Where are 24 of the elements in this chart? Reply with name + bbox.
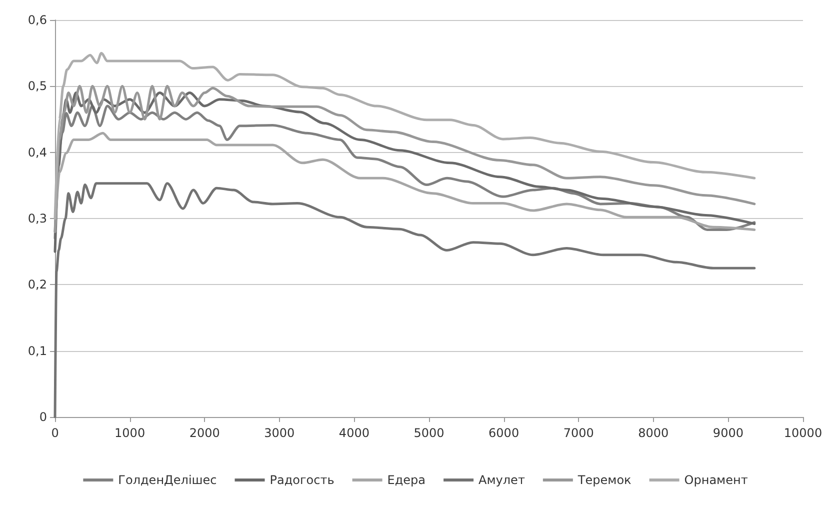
x-tick-label: 7000 <box>563 426 594 440</box>
x-tick-label: 2000 <box>189 426 220 440</box>
y-tick-label: 0,3 <box>28 212 47 226</box>
x-tick-label: 4000 <box>338 426 370 440</box>
legend-label: Радогость <box>270 473 334 487</box>
y-tick-label: 0,6 <box>28 13 47 27</box>
x-tick-label: 6000 <box>488 426 520 440</box>
legend-label: ГолденДелішес <box>118 473 217 487</box>
legend-label: Орнамент <box>684 473 748 487</box>
legend-label: Едера <box>387 473 426 487</box>
x-tick-label: 1000 <box>114 426 146 440</box>
y-tick-label: 0,1 <box>28 344 47 358</box>
legend-label: Амулет <box>478 473 525 487</box>
x-tick-label: 3000 <box>264 426 295 440</box>
y-tick-label: 0,2 <box>28 278 47 292</box>
y-tick-label: 0 <box>39 410 47 424</box>
y-tick-label: 0,5 <box>28 79 47 94</box>
x-tick-label: 5000 <box>414 426 444 440</box>
x-tick-label: 8000 <box>638 426 669 440</box>
x-tick-label: 9000 <box>712 426 744 440</box>
legend-label: Теремок <box>576 473 632 487</box>
x-tick-label: 10000 <box>784 426 822 440</box>
y-tick-label: 0,4 <box>28 145 47 160</box>
x-tick-label: 0 <box>51 426 59 440</box>
